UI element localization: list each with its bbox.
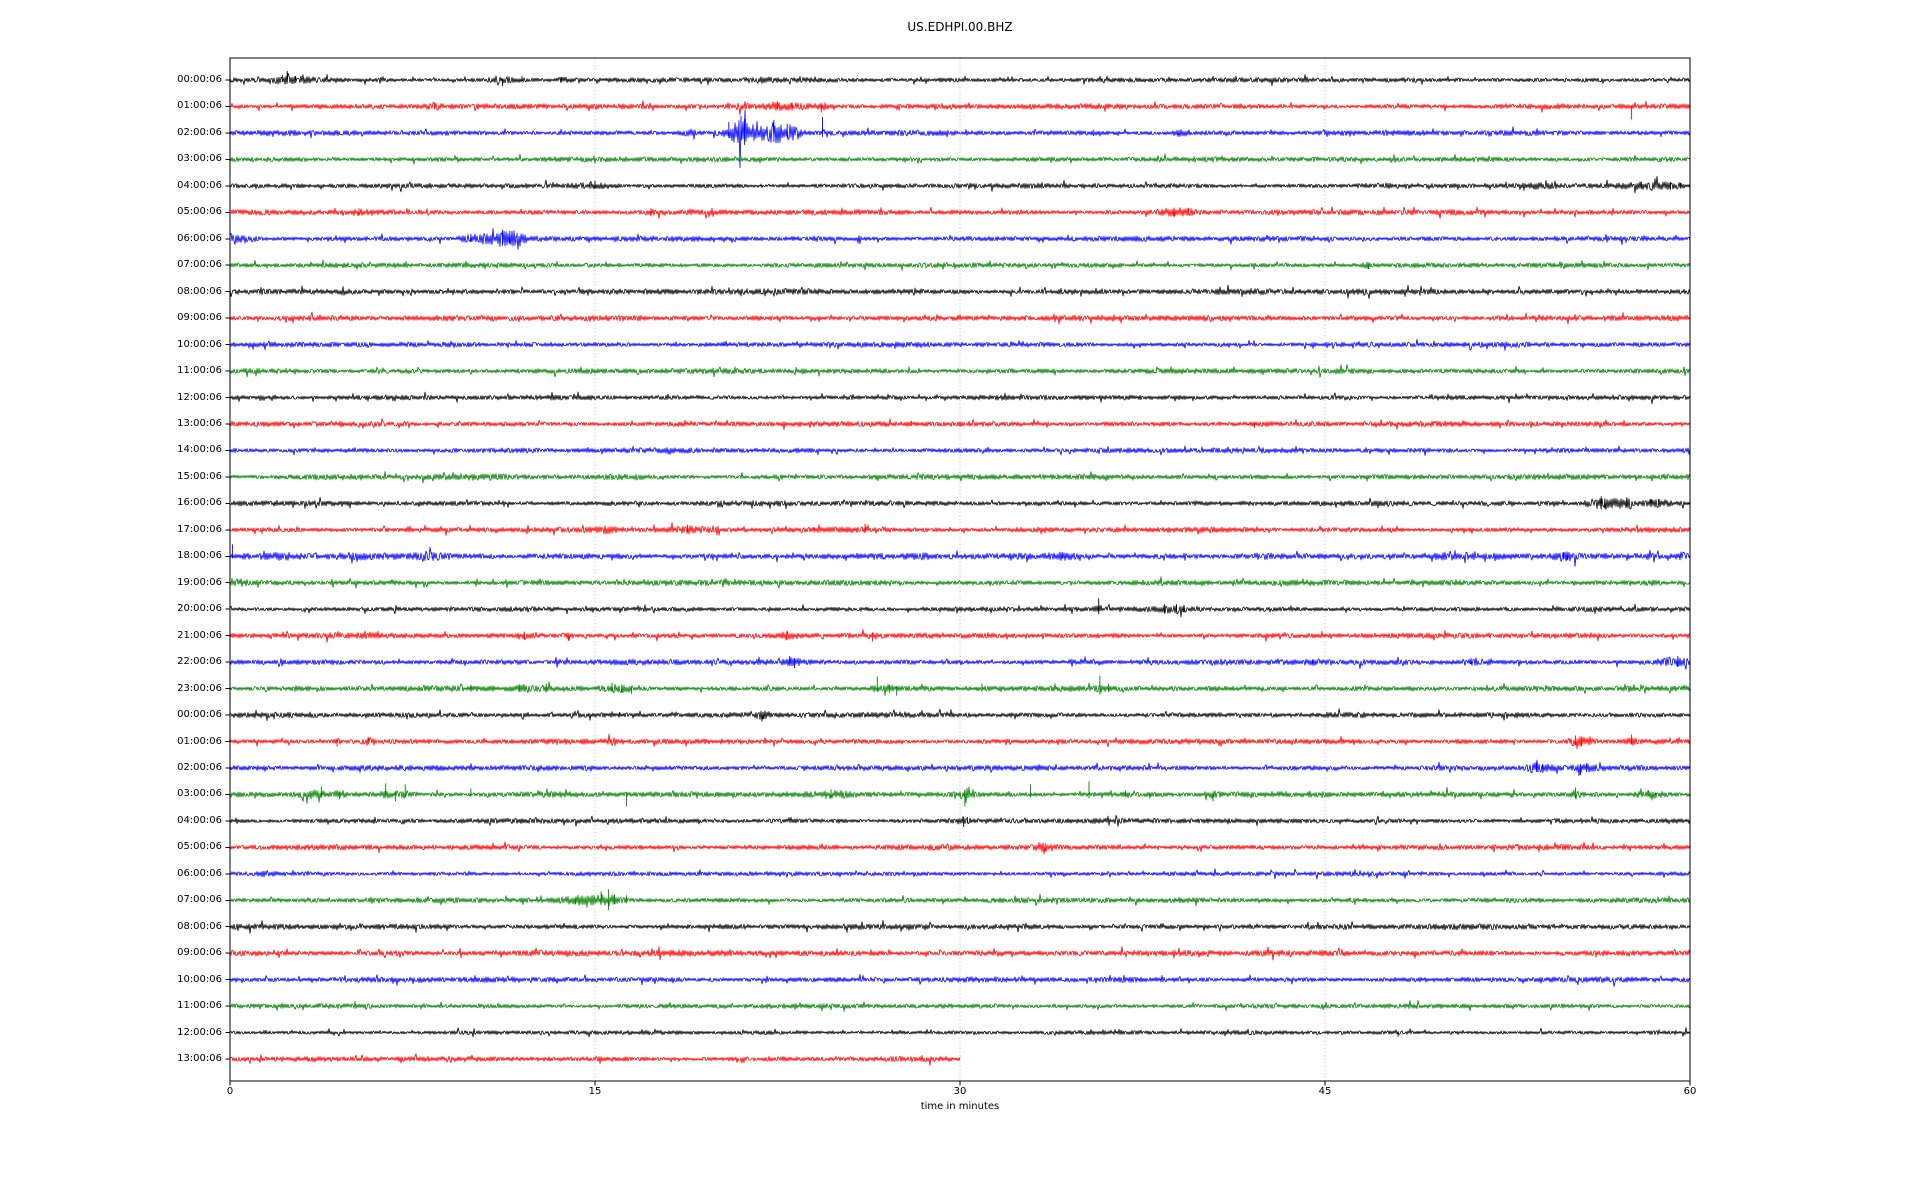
waveform-trace [229,681,1691,696]
y-tick-label: 01:00:06 [177,100,222,112]
waveform-trace [229,175,1691,194]
waveform-trace [229,868,1691,880]
y-tick-label: 07:00:06 [177,259,222,271]
waveform-trace [229,656,1691,670]
x-axis-label: time in minutes [920,1101,1000,1112]
waveform-trace [229,629,1691,643]
waveform-trace [229,153,1691,165]
y-tick-label: 09:00:06 [177,947,222,959]
y-tick-label: 02:00:06 [177,126,222,138]
waveform-trace [229,284,1691,299]
y-tick-label: 04:00:06 [177,179,222,191]
waveform-trace [229,546,1691,567]
y-tick-label: 16:00:06 [177,497,222,509]
waveform-trace [229,999,1691,1012]
y-tick-label: 13:00:06 [177,417,222,429]
y-tick-label: 03:00:06 [177,153,222,165]
waveform-trace [229,109,1691,169]
y-tick-label: 05:00:06 [177,206,222,218]
y-tick-label: 22:00:06 [177,656,222,668]
y-tick-label: 04:00:06 [177,814,222,826]
waveform-trace [229,1027,1691,1038]
waveform-trace [229,364,1691,378]
y-tick-label: 14:00:06 [177,444,222,456]
x-tick-label: 0 [226,1086,234,1097]
waveform-trace [229,496,1691,510]
waveform-trace [229,311,1691,325]
waveform-trace [229,259,1691,271]
waveform-trace [229,946,1691,961]
waveform-trace [229,603,1691,618]
waveform-trace [229,100,1691,115]
figure-title: US.EDHPI.00.BHZ [907,20,1013,34]
waveform-trace [229,974,1691,987]
waveform-trace [229,786,1691,804]
y-tick-label: 11:00:06 [177,1000,222,1012]
waveform-trace [229,338,1691,351]
waveform-trace [229,206,1691,220]
x-tick-label: 60 [1683,1086,1697,1097]
waveform-trace [229,576,1691,589]
y-tick-label: 19:00:06 [177,576,222,588]
y-tick-label: 03:00:06 [177,788,222,800]
y-tick-label: 07:00:06 [177,894,222,906]
y-tick-label: 21:00:06 [177,629,222,641]
y-tick-label: 17:00:06 [177,523,222,535]
y-tick-label: 15:00:06 [177,470,222,482]
waveform-trace [229,471,1691,484]
y-tick-label: 10:00:06 [177,338,222,350]
y-tick-label: 00:00:06 [177,74,222,85]
y-tick-label: 23:00:06 [177,682,222,694]
y-tick-label: 06:00:06 [177,867,222,879]
y-tick-label: 06:00:06 [177,232,222,244]
y-tick-label: 05:00:06 [177,841,222,853]
y-tick-label: 08:00:06 [177,285,222,297]
waveform-trace [229,522,1691,536]
y-tick-label: 18:00:06 [177,550,222,562]
waveform-trace [229,708,1691,722]
waveform-trace [229,841,1691,855]
waveform-trace [229,72,1691,87]
waveform-trace [229,418,1691,430]
waveform-trace [229,759,1691,777]
waveform-trace [229,893,1691,908]
x-tick-label: 45 [1318,1086,1332,1097]
y-tick-label: 08:00:06 [177,920,222,932]
y-tick-label: 20:00:06 [177,603,222,615]
y-tick-label: 02:00:06 [177,761,222,773]
y-tick-label: 11:00:06 [177,365,222,377]
waveform-trace [229,920,1691,934]
waveform-trace [229,445,1691,456]
x-tick-label: 15 [588,1086,602,1097]
y-tick-label: 12:00:06 [177,1026,222,1038]
y-tick-label: 09:00:06 [177,312,222,324]
waveform-trace [229,391,1691,405]
waveform-trace [229,1053,961,1066]
waveform-trace [229,815,1691,827]
y-tick-label: 10:00:06 [177,973,222,985]
y-tick-label: 01:00:06 [177,735,222,747]
waveform-trace [229,733,1691,749]
y-tick-label: 13:00:06 [177,1053,222,1065]
waveform-trace [229,228,1691,250]
y-tick-label: 12:00:06 [177,391,222,403]
y-tick-label: 00:00:06 [177,709,222,721]
x-tick-label: 30 [953,1086,967,1097]
